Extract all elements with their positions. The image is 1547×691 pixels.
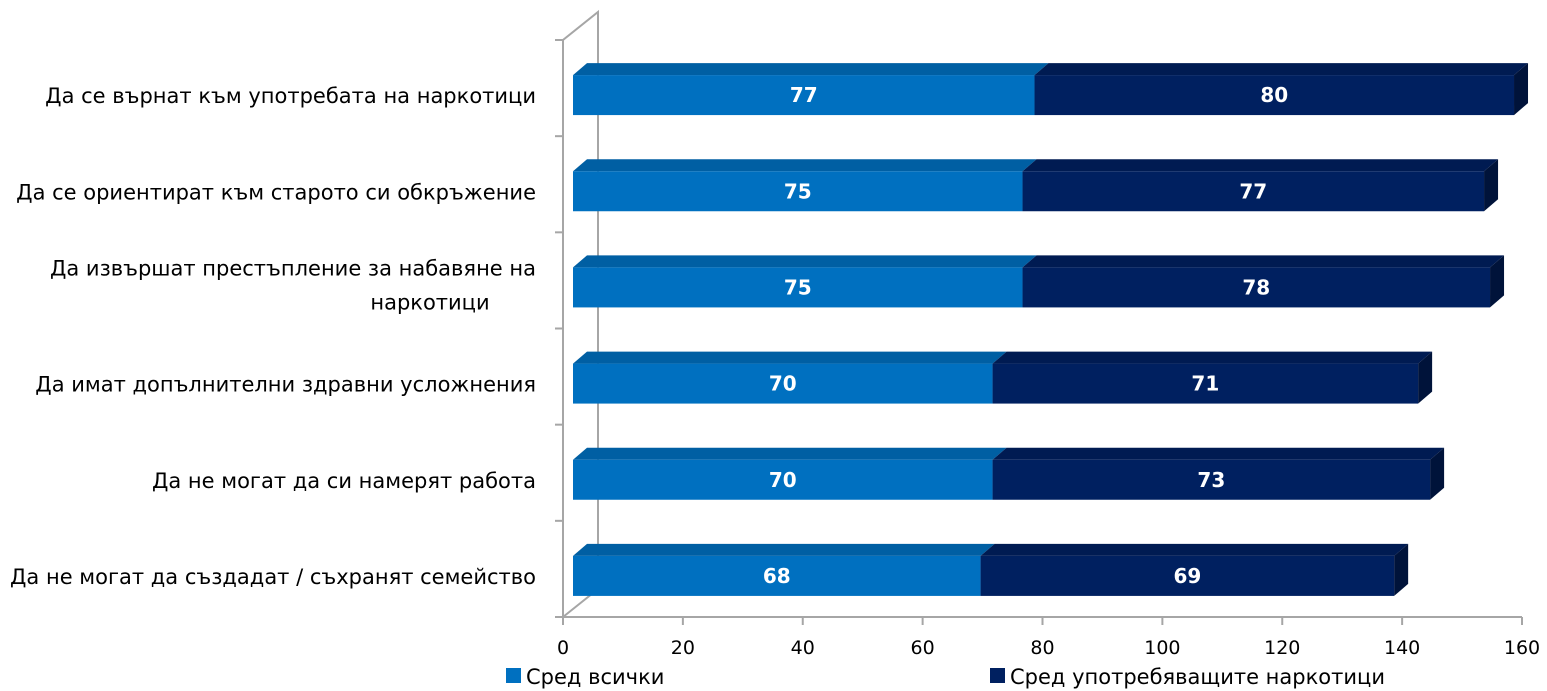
x-tick-label: 20 xyxy=(671,637,695,659)
x-tick-label: 100 xyxy=(1144,637,1180,659)
bar-side-face xyxy=(1430,447,1445,500)
legend-swatch xyxy=(506,668,521,683)
bar-segment xyxy=(573,363,993,404)
bar-side-face xyxy=(1514,63,1529,116)
x-tick-label: 160 xyxy=(1504,637,1540,659)
chart-bars: 77 80 75 77 75 78 70 71 70 73 68 69 xyxy=(573,63,1529,596)
bar-segment xyxy=(992,363,1419,404)
category-label: Да се ориентират към старото си обкръжен… xyxy=(16,180,536,204)
legend-swatch xyxy=(990,668,1005,683)
bar-top-face xyxy=(1034,63,1529,76)
bar-segment xyxy=(573,75,1035,116)
bar-data-label: 71 xyxy=(1191,372,1219,396)
x-tick-label: 120 xyxy=(1264,637,1300,659)
bar-top-face xyxy=(992,447,1445,460)
category-label-line: Да имат допълнителни здравни усложнения xyxy=(35,373,536,397)
category-label-line: Да не могат да създадат / съхранят семей… xyxy=(10,565,536,589)
bar-top-face xyxy=(1022,159,1499,172)
x-tick-label: 0 xyxy=(557,637,569,659)
legend-label: Сред всички xyxy=(526,665,664,689)
category-label: Да извършат престъпление за набавяне на н… xyxy=(50,256,536,314)
bar-data-label: 80 xyxy=(1260,83,1288,107)
x-tick-label: 60 xyxy=(911,637,935,659)
bar-data-label: 78 xyxy=(1242,275,1270,299)
category-label-line: Да се ориентират към старото си обкръжен… xyxy=(16,180,536,204)
bar-segment xyxy=(573,267,1023,308)
category-label-line: Да се върнат към употребата на наркотици xyxy=(45,84,536,108)
bar-top-face xyxy=(573,351,1007,364)
bar-data-label: 70 xyxy=(769,372,797,396)
bar-data-label: 77 xyxy=(1239,179,1267,203)
x-tick-label: 80 xyxy=(1030,637,1054,659)
x-tick-label: 140 xyxy=(1384,637,1420,659)
bar-segment xyxy=(573,555,981,596)
category-label-line: Да извършат престъпление за набавяне на xyxy=(50,256,536,280)
category-label: Да имат допълнителни здравни усложнения xyxy=(35,373,536,397)
bar-data-label: 70 xyxy=(769,468,797,492)
bar-top-face xyxy=(573,255,1037,268)
bar-data-label: 75 xyxy=(784,275,812,299)
bar-top-face xyxy=(992,351,1433,364)
bar-data-label: 69 xyxy=(1173,564,1201,588)
x-tick-label: 40 xyxy=(791,637,815,659)
bar-top-face xyxy=(980,543,1409,556)
bar-data-label: 77 xyxy=(790,83,818,107)
bar-segment xyxy=(1034,75,1515,116)
bar-top-face xyxy=(1022,255,1505,268)
bar-segment xyxy=(573,459,993,500)
bar-segment xyxy=(980,555,1395,596)
bar-side-face xyxy=(1484,159,1499,212)
category-label-line: наркотици xyxy=(370,290,489,314)
bar-top-face xyxy=(573,159,1037,172)
category-label: Да се върнат към употребата на наркотици xyxy=(45,84,536,108)
bar-segment xyxy=(992,459,1431,500)
chart-legend: Сред всички Сред употребяващите наркотици xyxy=(506,665,1385,689)
category-label: Да не могат да създадат / съхранят семей… xyxy=(10,565,536,589)
bar-segment xyxy=(1022,171,1485,212)
bar-data-label: 73 xyxy=(1197,468,1225,492)
bar-segment xyxy=(1022,267,1491,308)
bar-top-face xyxy=(573,63,1049,76)
bar-data-label: 68 xyxy=(763,564,791,588)
bar-segment xyxy=(573,171,1023,212)
bar-top-face xyxy=(573,447,1007,460)
bar-side-face xyxy=(1490,255,1505,308)
category-labels: Да се върнат към употребата на наркотици… xyxy=(10,84,536,589)
bar-data-label: 75 xyxy=(784,179,812,203)
bar-side-face xyxy=(1418,351,1433,404)
legend-label: Сред употребяващите наркотици xyxy=(1010,665,1385,689)
category-label: Да не могат да си намерят работа xyxy=(152,469,536,493)
bar-top-face xyxy=(573,543,995,556)
chart-axes: 0 20 40 60 80 100 120 140 160 xyxy=(555,9,1540,659)
category-label-line: Да не могат да си намерят работа xyxy=(152,469,536,493)
bar-side-face xyxy=(1394,543,1409,596)
